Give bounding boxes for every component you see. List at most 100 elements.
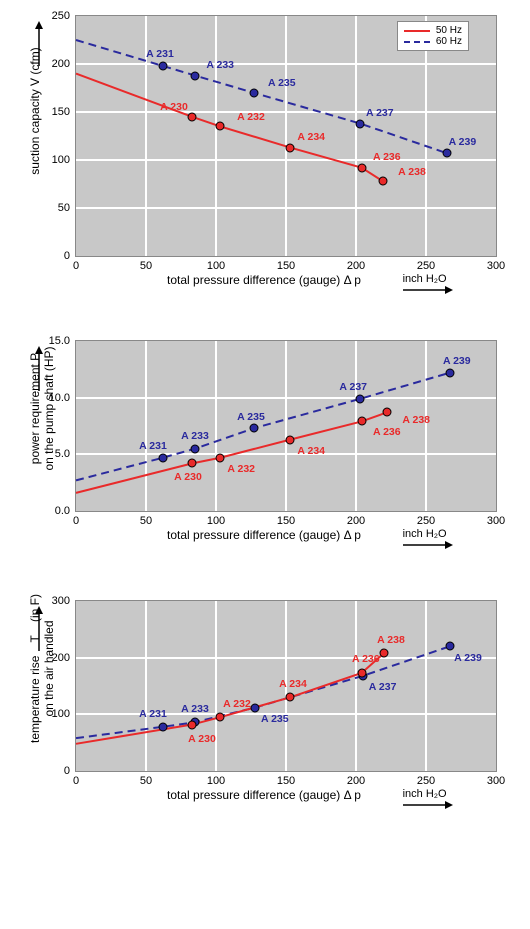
series-60hz-point-label: A 239	[443, 355, 471, 367]
legend-label: 50 Hz	[436, 25, 462, 36]
chart3: 0501001502002503000100200300A 231A 233A …	[10, 595, 520, 825]
series-50hz-point	[357, 163, 366, 172]
series-50hz-point	[380, 649, 389, 658]
series-50hz-point	[216, 453, 225, 462]
arrow-up-icon	[34, 21, 44, 71]
chart2: 0501001502002503000.05.010.015.0A 231A 2…	[10, 335, 520, 565]
series-60hz-point-label: A 233	[181, 703, 209, 715]
series-50hz-point	[357, 668, 366, 677]
series-50hz-point	[382, 408, 391, 417]
xtick-label: 300	[487, 256, 505, 272]
series-50hz-point-label: A 238	[398, 166, 426, 178]
series-60hz-point-label: A 239	[449, 136, 477, 148]
x-unit-label: inch H₂O	[403, 273, 453, 298]
arrow-up-icon	[34, 606, 44, 656]
xtick-label: 100	[207, 771, 225, 787]
arrow-up-icon	[34, 346, 44, 396]
xtick-label: 100	[207, 511, 225, 527]
x-unit-label: inch H₂O	[403, 528, 453, 553]
legend-label: 60 Hz	[436, 36, 462, 47]
xtick-label: 250	[417, 511, 435, 527]
series-60hz-point-label: A 237	[366, 107, 394, 119]
series-60hz-point	[249, 424, 258, 433]
series-60hz-point	[158, 453, 167, 462]
series-50hz-point	[188, 112, 197, 121]
ytick-label: 200	[52, 58, 76, 70]
series-60hz-point-label: A 237	[339, 381, 367, 393]
series-60hz-point	[445, 368, 454, 377]
series-60hz-point-label: A 235	[268, 77, 296, 89]
series-50hz-point-label: A 230	[160, 101, 188, 113]
series-50hz-point-label: A 236	[373, 151, 401, 163]
series-50hz-point	[216, 122, 225, 131]
series-50hz-point-label: A 236	[373, 426, 401, 438]
series-60hz-point	[158, 61, 167, 70]
series-60hz-point	[445, 642, 454, 651]
series-50hz-point	[286, 435, 295, 444]
xtick-label: 150	[277, 256, 295, 272]
xtick-label: 200	[347, 771, 365, 787]
series-60hz-point	[249, 88, 258, 97]
series-60hz-point	[158, 722, 167, 731]
plot-area: 0501001502002503000100200300A 231A 233A …	[75, 600, 497, 772]
arrow-right-icon	[403, 540, 453, 550]
series-50hz-point-label: A 232	[223, 698, 251, 710]
series-50hz-point-label: A 234	[297, 131, 325, 143]
series-60hz-point-label: A 233	[181, 430, 209, 442]
ytick-label: 100	[52, 154, 76, 166]
xtick-label: 50	[140, 256, 152, 272]
series-50hz-point	[378, 177, 387, 186]
arrow-right-icon	[403, 285, 453, 295]
series-50hz-point	[216, 713, 225, 722]
series-60hz-line	[76, 40, 447, 153]
series-50hz-point	[286, 693, 295, 702]
x-axis-label: total pressure difference (gauge) Δ p	[167, 273, 361, 287]
legend-item: 60 Hz	[404, 36, 462, 47]
xtick-label: 150	[277, 511, 295, 527]
series-50hz-point	[357, 417, 366, 426]
plot-area: 050100150200250300050100150200250A 231A …	[75, 15, 497, 257]
xtick-label: 300	[487, 511, 505, 527]
series-60hz-point-label: A 237	[369, 681, 397, 693]
arrow-right-icon	[403, 800, 453, 810]
xtick-label: 100	[207, 256, 225, 272]
x-unit-label: inch H₂O	[403, 788, 453, 813]
series-50hz-point-label: A 232	[227, 463, 255, 475]
xtick-label: 250	[417, 771, 435, 787]
xtick-label: 250	[417, 256, 435, 272]
xtick-label: 200	[347, 511, 365, 527]
legend: 50 Hz60 Hz	[397, 21, 469, 51]
ytick-label: 0.0	[55, 505, 76, 517]
ytick-label: 0	[64, 765, 76, 777]
series-50hz-point-label: A 230	[188, 733, 216, 745]
series-50hz-point-label: A 234	[297, 445, 325, 457]
ytick-label: 0	[64, 250, 76, 262]
series-60hz-point	[443, 149, 452, 158]
xtick-label: 50	[140, 771, 152, 787]
xtick-label: 150	[277, 771, 295, 787]
series-60hz-point-label: A 235	[237, 411, 265, 423]
series-50hz-point-label: A 232	[237, 111, 265, 123]
ytick-label: 5.0	[55, 448, 76, 460]
series-60hz-point	[356, 394, 365, 403]
ytick-label: 150	[52, 106, 76, 118]
series-60hz-point	[356, 119, 365, 128]
series-50hz-point	[188, 720, 197, 729]
chart1: 050100150200250300050100150200250A 231A …	[10, 10, 520, 305]
xtick-label: 300	[487, 771, 505, 787]
series-50hz-point	[188, 459, 197, 468]
series-50hz-line	[76, 412, 387, 492]
x-axis-label: total pressure difference (gauge) Δ p	[167, 788, 361, 802]
series-60hz-point-label: A 233	[206, 59, 234, 71]
series-60hz-point	[251, 703, 260, 712]
series-lines	[76, 16, 496, 256]
series-60hz-point-label: A 231	[146, 48, 174, 60]
series-60hz-point	[191, 444, 200, 453]
series-60hz-point-label: A 231	[139, 440, 167, 452]
xtick-label: 200	[347, 256, 365, 272]
ytick-label: 50	[58, 202, 76, 214]
x-axis-label: total pressure difference (gauge) Δ p	[167, 528, 361, 542]
series-50hz-point-label: A 230	[174, 471, 202, 483]
series-lines	[76, 341, 496, 511]
series-50hz-point	[286, 143, 295, 152]
